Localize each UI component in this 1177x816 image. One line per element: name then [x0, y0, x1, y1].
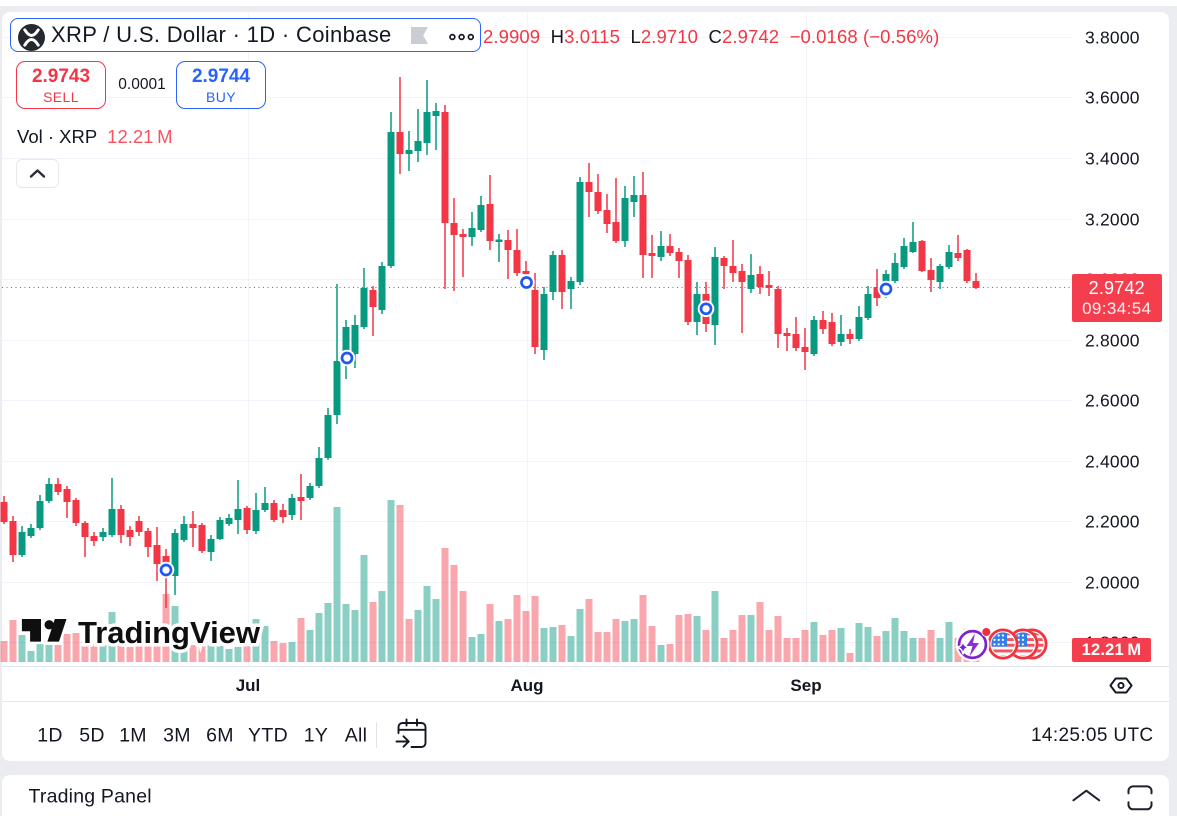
- svg-text:TradingView: TradingView: [78, 615, 261, 650]
